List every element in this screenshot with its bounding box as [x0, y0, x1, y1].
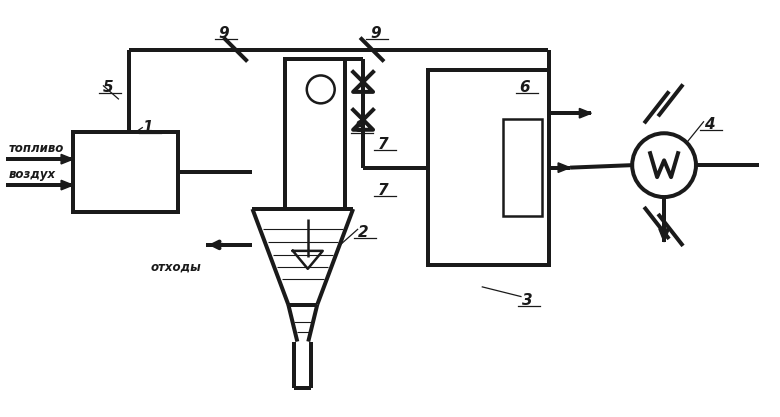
Text: 9: 9 [370, 25, 381, 40]
Text: отходы: отходы [151, 261, 201, 274]
Polygon shape [558, 163, 570, 172]
Text: 6: 6 [519, 80, 530, 95]
Bar [503, 119, 542, 216]
Circle shape [633, 133, 696, 197]
Text: 2: 2 [358, 225, 369, 240]
Text: 9: 9 [218, 25, 229, 40]
Bar [285, 60, 345, 209]
Polygon shape [61, 180, 73, 190]
Polygon shape [580, 108, 591, 118]
Text: 1: 1 [143, 120, 154, 135]
Text: 7: 7 [378, 183, 388, 198]
Text: 7: 7 [378, 137, 388, 152]
Text: 8: 8 [355, 120, 366, 135]
Bar [428, 70, 549, 265]
Text: 4: 4 [704, 117, 714, 132]
Text: топливо: топливо [9, 142, 64, 155]
Polygon shape [659, 229, 669, 242]
Text: 5: 5 [103, 80, 114, 95]
Text: 3: 3 [522, 293, 532, 308]
Text: воздух: воздух [9, 168, 55, 181]
Circle shape [307, 75, 335, 103]
Bar [73, 132, 178, 212]
Polygon shape [61, 154, 73, 164]
